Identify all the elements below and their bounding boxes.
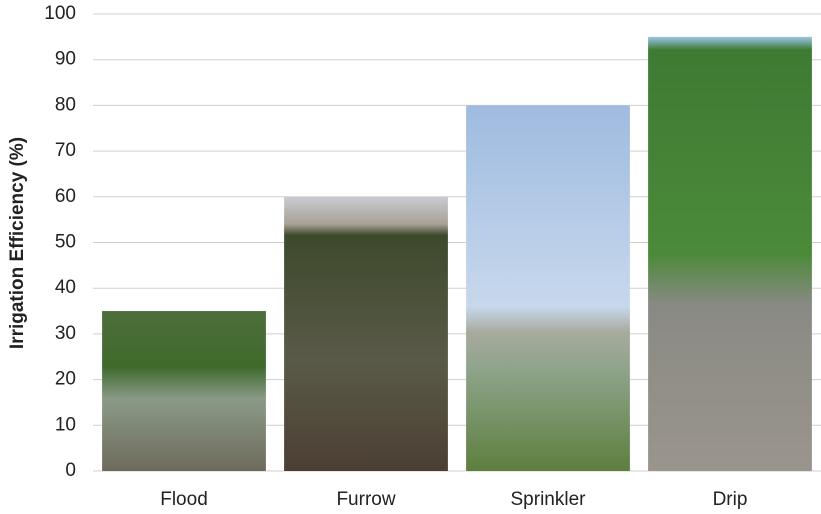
y-axis-title: Irrigation Efficiency (%): [7, 137, 28, 349]
x-tick-label: Flood: [160, 489, 208, 510]
bar: [648, 36, 812, 471]
y-tick-label: 40: [55, 277, 76, 298]
y-tick-label: 90: [55, 49, 76, 70]
y-tick-label: 0: [65, 460, 76, 481]
y-tick-label: 80: [55, 94, 76, 115]
bar: [466, 105, 630, 472]
x-tick-label: Drip: [713, 489, 748, 510]
y-tick-label: 70: [55, 140, 76, 161]
y-tick-label: 100: [44, 3, 76, 24]
y-tick-label: 20: [55, 369, 76, 390]
y-tick-label: 10: [55, 414, 76, 435]
y-tick-label: 30: [55, 323, 76, 344]
y-tick-label: 50: [55, 232, 76, 253]
y-tick-label: 60: [55, 186, 76, 207]
bar: [102, 311, 266, 471]
x-tick-label: Sprinkler: [511, 489, 587, 510]
bar: [284, 196, 448, 472]
x-tick-label: Furrow: [336, 489, 395, 510]
